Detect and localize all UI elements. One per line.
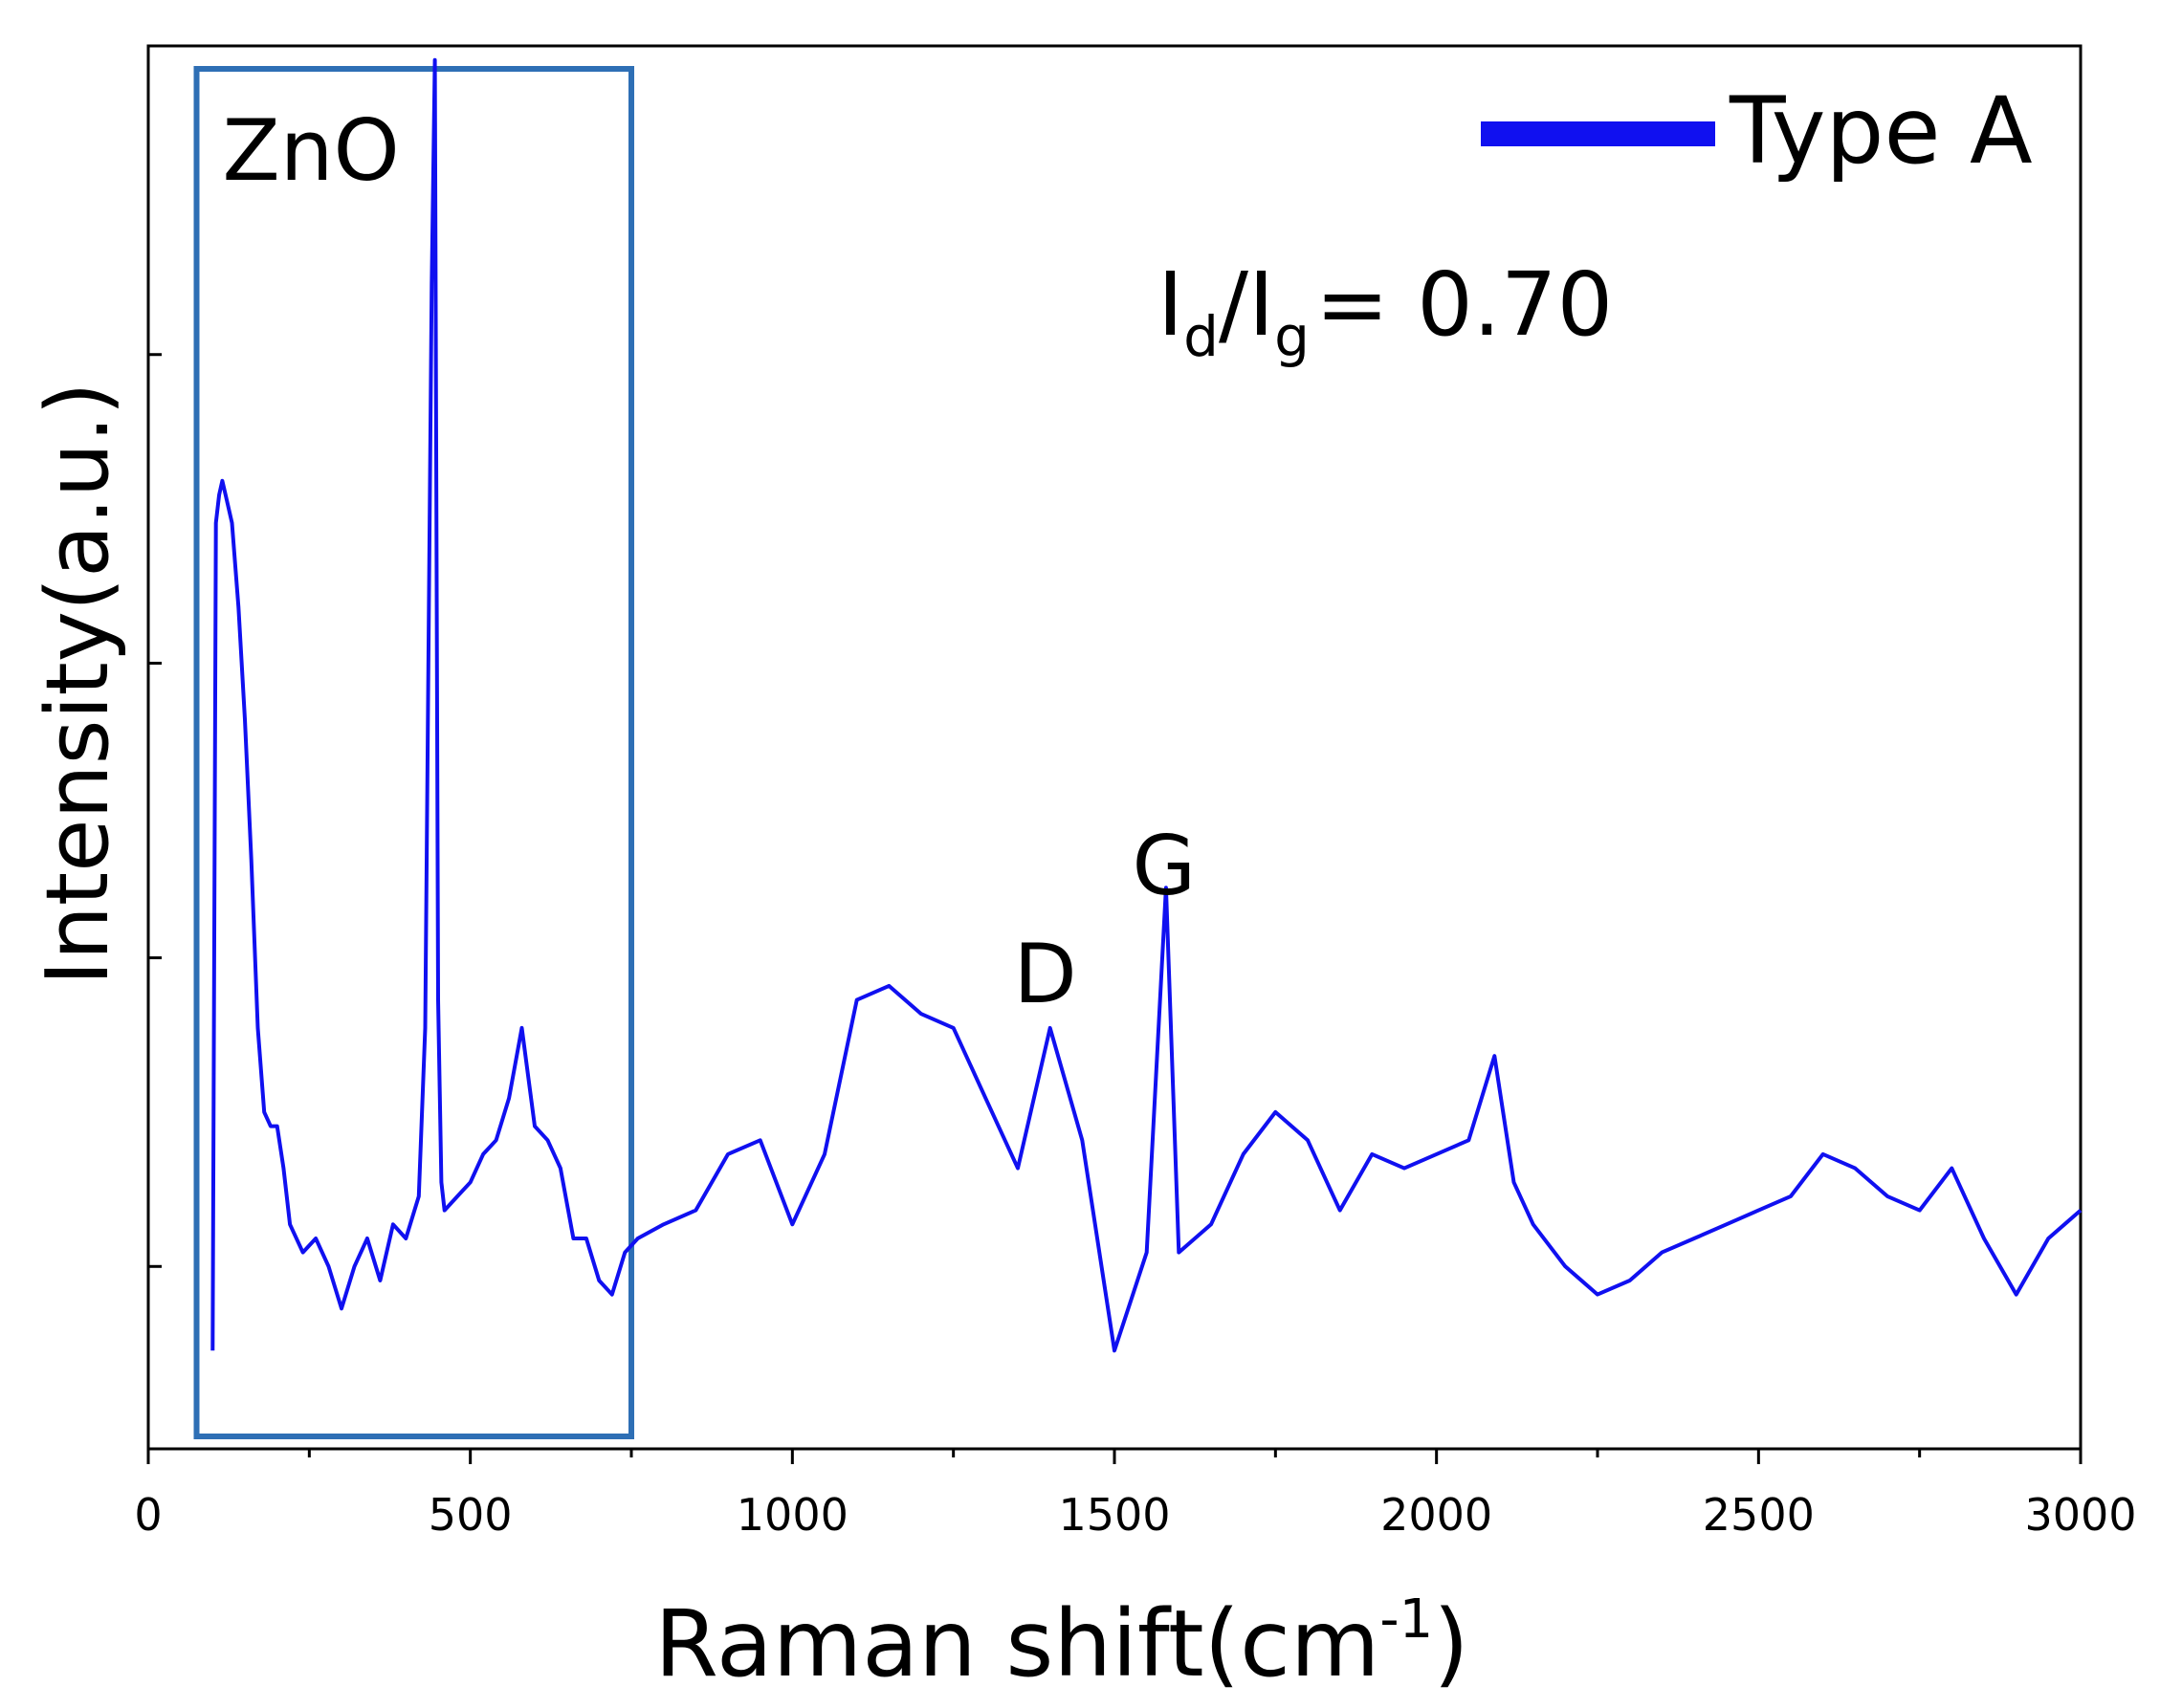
x-axis-ticks: 0 500 1000 1500 2000 2500 3000 <box>134 1449 2137 1541</box>
x-axis-title-main: Raman shift(cm <box>654 1590 1379 1697</box>
series-line-type-a <box>210 57 2083 1353</box>
ratio-value: = 0.70 <box>1315 253 1613 356</box>
x-tick-label: 1500 <box>1058 1489 1170 1541</box>
x-tick-label: 2500 <box>1703 1489 1815 1541</box>
x-tick-label: 500 <box>429 1489 513 1541</box>
x-axis-title: Raman shift(cm-1) <box>654 1588 1468 1697</box>
peak-label-g: G <box>1133 819 1197 914</box>
x-tick-label: 3000 <box>2024 1489 2136 1541</box>
x-tick-label: 2000 <box>1380 1489 1492 1541</box>
x-axis-title-close: ) <box>1433 1590 1468 1697</box>
x-axis-title-superscript: -1 <box>1379 1588 1433 1651</box>
zno-highlight-box <box>193 66 634 1439</box>
id-ig-ratio-label: Id/Ig= 0.70 <box>1157 253 1613 369</box>
ratio-separator: /I <box>1219 253 1274 356</box>
x-tick-label: 1000 <box>737 1489 849 1541</box>
y-axis-ticks <box>148 353 162 1268</box>
ratio-sub-g: g <box>1274 304 1310 369</box>
y-axis-title: Intensity(a.u.) <box>28 382 128 985</box>
peak-label-d: D <box>1014 927 1077 1022</box>
x-tick-label: 0 <box>134 1489 162 1541</box>
ratio-sub-d: d <box>1183 304 1219 369</box>
ratio-prefix: I <box>1157 253 1183 356</box>
legend-label-type-a: Type A <box>1729 77 2033 185</box>
zno-label: ZnO <box>223 101 400 200</box>
